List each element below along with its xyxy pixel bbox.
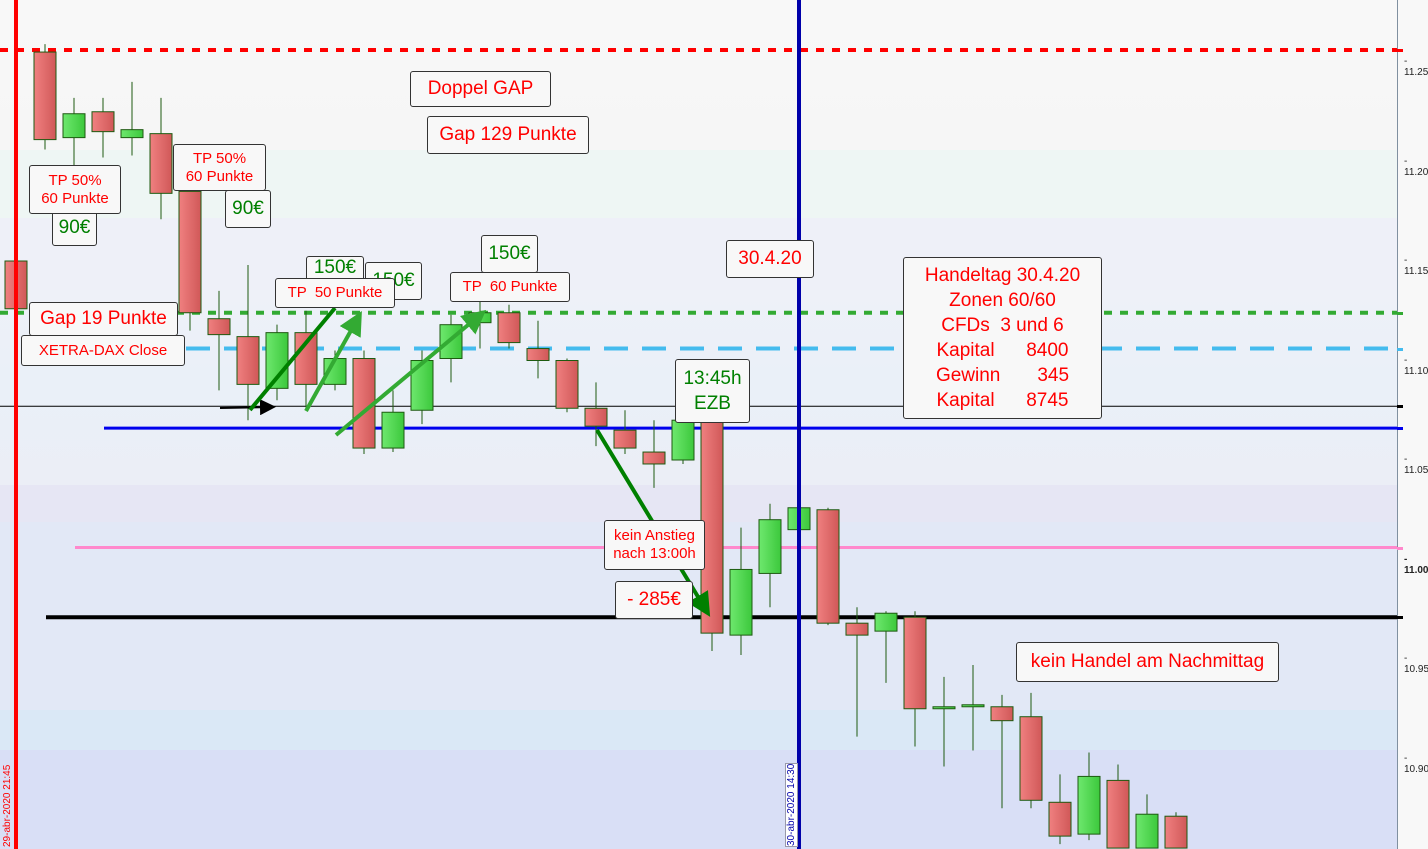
annotation-xetra-dax-close: XETRA-DAX Close [21, 335, 185, 366]
annotation-tp-50-punkte: TP 50 Punkte [275, 278, 395, 308]
candle-down [990, 706, 1014, 722]
candle-up [874, 612, 898, 632]
candle-down [1106, 779, 1130, 849]
vertical-line-label-end: 30-abr-2020 14:30 [785, 762, 798, 847]
axis-level-marker [1397, 311, 1403, 315]
chart-plot-area[interactable] [0, 0, 1398, 849]
candle-up [671, 419, 695, 461]
annotation-trading-summary: Handeltag 30.4.20 Zonen 60/60 CFDs 3 und… [903, 257, 1102, 419]
annotation-loss: - 285€ [615, 581, 693, 619]
annotation-gap-19: Gap 19 Punkte [29, 302, 178, 336]
y-tick-label: - 11.05 [1404, 454, 1428, 476]
candle-down [845, 622, 869, 636]
annotation-kein-handel: kein Handel am Nachmittag [1016, 642, 1279, 682]
annotation-90-euro-1: 90€ [52, 210, 97, 246]
candle-down [33, 51, 57, 141]
candle-up [120, 129, 144, 139]
candle-down [497, 312, 521, 344]
candle-down [642, 451, 666, 465]
candle-down [91, 111, 115, 133]
y-tick-label: - 11.15 [1404, 255, 1428, 277]
candlestick-chart [0, 0, 1397, 849]
candle-up [410, 360, 434, 411]
candle-down [1164, 815, 1188, 849]
axis-level-marker [1397, 427, 1403, 431]
axis-level-marker [1397, 405, 1403, 409]
arrow-green [304, 311, 362, 412]
annotation-gap-129: Gap 129 Punkte [427, 116, 589, 154]
candle-down [526, 348, 550, 361]
arrow-green [334, 309, 487, 437]
annotation-tp-60-punkte: TP 60 Punkte [450, 272, 570, 302]
candle-up [381, 411, 405, 449]
candle-down [207, 318, 231, 336]
candle-down [584, 407, 608, 427]
annotation-tp-50-percent-2: TP 50% 60 Punkte [173, 144, 266, 191]
annotation-150-euro-3: 150€ [481, 235, 538, 273]
vertical-line-label-start: 29-abr-2020 21:45 [2, 764, 13, 847]
annotation-90-euro-2: 90€ [225, 190, 271, 228]
y-tick-label: - 11.00 [1404, 553, 1428, 576]
candle-up [1135, 813, 1159, 849]
candle-down [903, 616, 927, 710]
y-tick-label: - 11.10 [1404, 354, 1428, 377]
annotation-doppel-gap: Doppel GAP [410, 71, 551, 107]
axis-level-marker [1397, 616, 1403, 620]
candle-up [961, 704, 985, 708]
arrow-black [219, 399, 276, 416]
y-tick-label: - 10.95 [1404, 653, 1428, 675]
candle-up [62, 113, 86, 139]
candle-up [758, 519, 782, 574]
candle-up [932, 706, 956, 710]
candle-down [1019, 716, 1043, 801]
axis-level-marker [1397, 546, 1403, 550]
axis-level-marker [1397, 347, 1403, 351]
annotation-tp-50-percent-1: TP 50% 60 Punkte [29, 165, 121, 214]
axis-level-marker [1397, 49, 1403, 53]
candle-down [1048, 801, 1072, 837]
candle-up [729, 568, 753, 636]
candle-down [816, 509, 840, 624]
annotation-ezb: 13:45h EZB [675, 359, 750, 423]
candle-up [1077, 775, 1101, 835]
candle-down [149, 133, 173, 194]
candle-down [178, 190, 202, 314]
y-tick-label: - 10.90 [1404, 752, 1428, 775]
arrow-dark-green [248, 306, 337, 412]
y-tick-label: - 11.20 [1404, 155, 1428, 178]
candle-down [613, 429, 637, 449]
candle-down [555, 360, 579, 409]
candle-down [236, 336, 260, 385]
annotation-date: 30.4.20 [726, 240, 814, 278]
y-tick-label: - 11.25 [1404, 56, 1428, 78]
annotation-kein-anstieg: kein Anstieg nach 13:00h [604, 520, 705, 570]
candle-up [265, 332, 289, 389]
